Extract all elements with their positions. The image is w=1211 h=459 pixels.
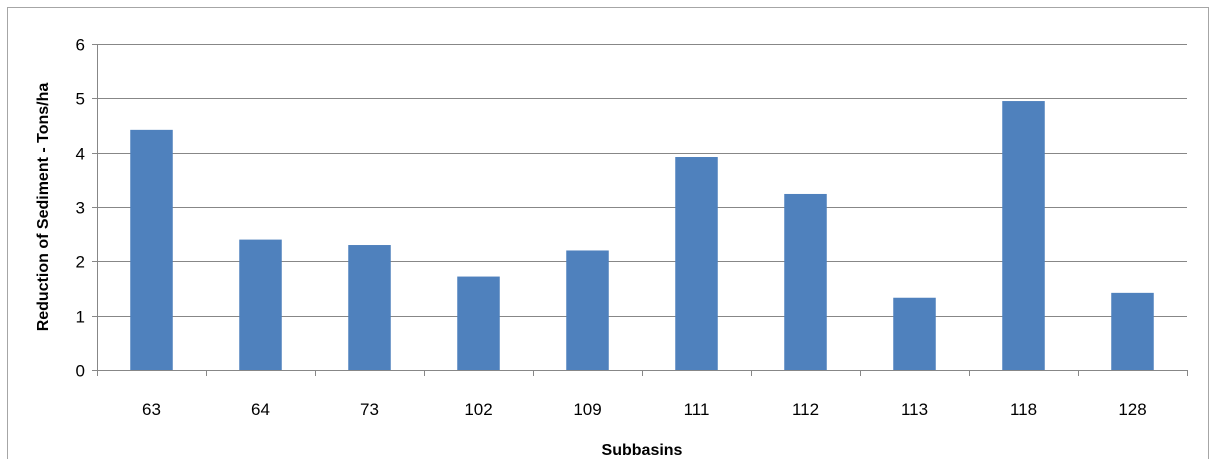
y-tick-label: 1 (76, 308, 85, 327)
x-tick-label: 128 (1118, 400, 1146, 419)
x-tick-label: 109 (573, 400, 601, 419)
bar-111 (675, 157, 718, 370)
x-tick-label: 102 (464, 400, 492, 419)
x-tick-label: 64 (251, 400, 270, 419)
y-axis-title: Reduction of Sediment - Tons/ha (35, 83, 52, 332)
bar-64 (239, 239, 282, 370)
x-tick-label: 111 (684, 400, 710, 419)
bar-73 (348, 245, 391, 370)
x-tick-label: 73 (360, 400, 379, 419)
y-tick-label: 4 (76, 145, 85, 164)
y-tick-label: 0 (76, 362, 85, 381)
axes (92, 44, 1188, 376)
bar-128 (1111, 292, 1154, 370)
bars (130, 101, 1154, 371)
bar-118 (1002, 101, 1045, 371)
bar-102 (457, 276, 500, 370)
x-axis-title: Subbasins (602, 442, 683, 459)
tick-labels: 0 1 2 3 4 5 6 63 64 73 102 109 111 112 113 118 128 (76, 36, 1147, 420)
y-tick-label: 6 (76, 36, 85, 55)
y-tick-label: 3 (76, 199, 85, 218)
x-tick-label: 118 (1010, 400, 1037, 419)
bar-113 (893, 297, 936, 370)
bar-112 (784, 193, 827, 370)
y-tick-label: 5 (76, 90, 85, 109)
x-tick-label: 63 (142, 400, 161, 419)
x-tick-label: 113 (901, 400, 928, 419)
bar-109 (566, 250, 609, 370)
y-tick-label: 2 (76, 253, 85, 272)
x-tick-label: 112 (792, 400, 819, 419)
bar-63 (130, 129, 173, 370)
